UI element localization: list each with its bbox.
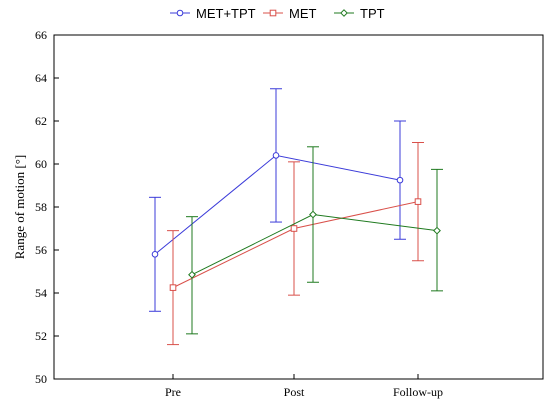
legend: MET+TPT MET TPT — [170, 6, 385, 21]
plot-area — [53, 34, 544, 380]
x-tick-label: Follow-up — [393, 385, 443, 399]
legend-label: TPT — [360, 6, 385, 21]
y-axis-label: Range of motion [°] — [12, 155, 27, 259]
y-axis: 50 52 54 56 58 60 62 64 66 — [35, 28, 59, 386]
legend-marker — [176, 9, 184, 17]
data-point — [290, 225, 298, 232]
legend-label: MET — [289, 6, 317, 21]
data-point — [414, 198, 422, 205]
legend-item: TPT — [334, 6, 385, 21]
series-tpt — [186, 146, 443, 335]
legend-item: MET — [263, 6, 317, 21]
data-point — [169, 284, 177, 291]
legend-item: MET+TPT — [170, 6, 256, 21]
series-met — [167, 142, 424, 346]
x-tick-label: Pre — [165, 385, 181, 399]
y-tick-label: 66 — [35, 28, 47, 42]
y-tick-label: 64 — [35, 71, 47, 85]
y-tick-label: 50 — [35, 372, 47, 386]
y-tick-label: 54 — [35, 286, 47, 300]
x-axis: Pre Post Follow-up — [165, 374, 443, 399]
data-point — [151, 251, 159, 258]
series-line — [172, 201, 419, 289]
y-tick-label: 56 — [35, 243, 47, 257]
data-point — [272, 152, 280, 159]
data-point — [188, 270, 196, 279]
y-tick-label: 60 — [35, 157, 47, 171]
y-tick-label: 52 — [35, 329, 47, 343]
x-tick-label: Post — [284, 385, 305, 399]
legend-marker — [269, 9, 277, 17]
data-point — [396, 176, 404, 184]
data-point — [433, 226, 441, 235]
legend-marker — [340, 9, 348, 17]
legend-label: MET+TPT — [196, 6, 256, 21]
series-met-tpt — [149, 88, 406, 312]
data-point — [309, 210, 317, 219]
series-layer — [149, 88, 443, 346]
y-tick-label: 58 — [35, 200, 47, 214]
plot-frame — [53, 34, 544, 380]
y-tick-label: 62 — [35, 114, 47, 128]
